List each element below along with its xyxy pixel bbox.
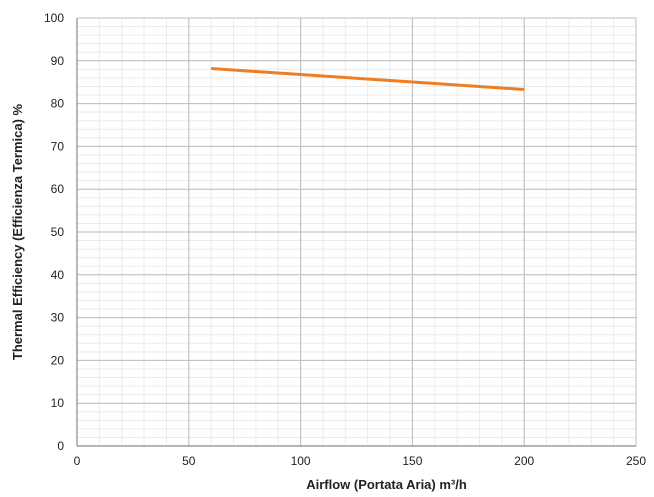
x-axis-title: Airflow (Portata Aria) m³/h [306, 477, 467, 492]
x-tick-label: 150 [402, 454, 422, 468]
series-group [211, 67, 525, 91]
y-tick-label: 100 [44, 11, 64, 25]
series-line [211, 67, 525, 91]
x-tick-labels: 0 50 100 150 200 250 [74, 454, 647, 468]
y-tick-label: 60 [51, 182, 65, 196]
y-tick-label: 70 [51, 139, 65, 153]
y-tick-label: 20 [51, 353, 65, 367]
x-tick-label: 100 [291, 454, 311, 468]
y-tick-label: 90 [51, 54, 65, 68]
y-tick-label: 40 [51, 268, 65, 282]
y-tick-label: 50 [51, 225, 65, 239]
y-tick-label: 10 [51, 396, 65, 410]
y-tick-label: 0 [57, 439, 64, 453]
x-tick-label: 50 [182, 454, 196, 468]
major-grid [76, 17, 637, 447]
axes [76, 18, 636, 447]
y-axis-title: Thermal Efficiency (Efficienza Termica) … [10, 103, 25, 360]
y-tick-label: 30 [51, 311, 65, 325]
y-tick-label: 80 [51, 97, 65, 111]
y-tick-labels: 0 10 20 30 40 50 60 70 80 90 100 [44, 11, 64, 453]
x-tick-label: 200 [514, 454, 534, 468]
x-tick-label: 0 [74, 454, 81, 468]
x-tick-label: 250 [626, 454, 646, 468]
